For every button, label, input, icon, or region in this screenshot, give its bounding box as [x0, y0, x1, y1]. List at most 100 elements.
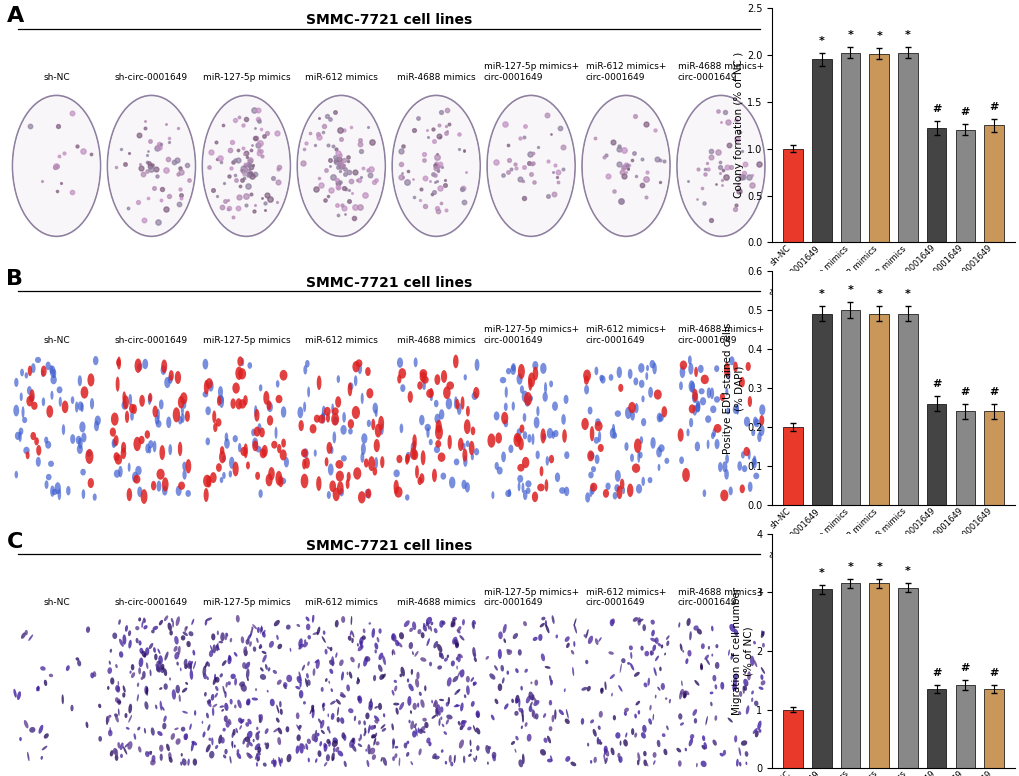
- Ellipse shape: [551, 615, 554, 624]
- Ellipse shape: [517, 475, 523, 483]
- Ellipse shape: [215, 677, 219, 683]
- Ellipse shape: [117, 356, 121, 369]
- Ellipse shape: [426, 389, 433, 398]
- Ellipse shape: [650, 437, 655, 449]
- Ellipse shape: [182, 462, 186, 471]
- Ellipse shape: [326, 491, 330, 499]
- Ellipse shape: [586, 686, 590, 691]
- Ellipse shape: [317, 750, 321, 757]
- Ellipse shape: [507, 445, 513, 453]
- Ellipse shape: [256, 762, 258, 767]
- Ellipse shape: [44, 437, 48, 444]
- Ellipse shape: [321, 412, 324, 419]
- Text: miR-127-5p mimics+
circ-0001649: miR-127-5p mimics+ circ-0001649: [483, 588, 578, 608]
- Ellipse shape: [611, 432, 616, 438]
- Ellipse shape: [153, 625, 158, 630]
- Ellipse shape: [566, 709, 569, 719]
- Ellipse shape: [649, 360, 654, 369]
- Ellipse shape: [642, 624, 645, 631]
- Ellipse shape: [543, 382, 546, 393]
- Ellipse shape: [460, 702, 464, 712]
- Ellipse shape: [440, 750, 443, 753]
- Ellipse shape: [492, 755, 495, 761]
- Ellipse shape: [235, 366, 243, 380]
- Ellipse shape: [464, 695, 466, 698]
- Ellipse shape: [514, 711, 518, 715]
- Ellipse shape: [472, 647, 475, 656]
- Ellipse shape: [637, 752, 640, 761]
- Ellipse shape: [237, 368, 246, 379]
- Ellipse shape: [610, 693, 612, 697]
- Ellipse shape: [637, 617, 641, 625]
- Ellipse shape: [144, 728, 146, 733]
- Ellipse shape: [503, 420, 507, 428]
- Ellipse shape: [343, 760, 346, 767]
- Ellipse shape: [108, 729, 112, 736]
- Ellipse shape: [297, 624, 300, 627]
- Ellipse shape: [258, 490, 263, 498]
- Ellipse shape: [660, 683, 664, 690]
- Ellipse shape: [487, 434, 495, 448]
- Ellipse shape: [415, 726, 417, 736]
- Ellipse shape: [391, 738, 394, 745]
- Ellipse shape: [605, 483, 610, 490]
- Ellipse shape: [336, 375, 339, 383]
- Ellipse shape: [206, 712, 209, 719]
- Ellipse shape: [168, 375, 172, 384]
- Ellipse shape: [656, 687, 660, 691]
- Ellipse shape: [759, 674, 763, 680]
- Ellipse shape: [603, 749, 608, 757]
- Ellipse shape: [664, 698, 666, 700]
- Ellipse shape: [600, 688, 603, 694]
- Ellipse shape: [752, 456, 755, 466]
- Ellipse shape: [524, 398, 530, 407]
- Ellipse shape: [486, 761, 488, 765]
- Ellipse shape: [127, 741, 132, 750]
- Ellipse shape: [346, 672, 348, 675]
- Ellipse shape: [31, 432, 36, 440]
- Ellipse shape: [620, 663, 622, 673]
- Ellipse shape: [130, 664, 135, 670]
- Ellipse shape: [17, 691, 21, 700]
- Ellipse shape: [143, 618, 145, 623]
- Ellipse shape: [454, 643, 459, 648]
- Ellipse shape: [185, 459, 192, 473]
- Ellipse shape: [433, 445, 439, 453]
- Ellipse shape: [446, 677, 451, 687]
- Ellipse shape: [434, 414, 440, 424]
- Ellipse shape: [135, 359, 142, 373]
- Ellipse shape: [727, 369, 730, 379]
- Ellipse shape: [82, 489, 86, 499]
- Ellipse shape: [470, 427, 475, 435]
- Ellipse shape: [220, 632, 224, 641]
- Text: A: A: [6, 6, 23, 26]
- Ellipse shape: [112, 440, 117, 447]
- Ellipse shape: [224, 432, 228, 442]
- Ellipse shape: [665, 640, 668, 646]
- Ellipse shape: [511, 741, 515, 745]
- Ellipse shape: [510, 365, 516, 375]
- Ellipse shape: [378, 664, 382, 672]
- Y-axis label: Migration of cell number
(% of NC): Migration of cell number (% of NC): [732, 587, 753, 715]
- Ellipse shape: [531, 711, 534, 717]
- Ellipse shape: [95, 415, 101, 425]
- Ellipse shape: [593, 437, 598, 444]
- Ellipse shape: [690, 382, 694, 393]
- Ellipse shape: [163, 668, 167, 676]
- Ellipse shape: [335, 653, 337, 658]
- Ellipse shape: [233, 705, 236, 708]
- Ellipse shape: [750, 698, 753, 702]
- Ellipse shape: [118, 708, 119, 716]
- Ellipse shape: [412, 450, 418, 460]
- Ellipse shape: [347, 428, 353, 435]
- Bar: [955, 130, 974, 242]
- Ellipse shape: [336, 717, 339, 722]
- Ellipse shape: [257, 731, 260, 735]
- Ellipse shape: [45, 480, 49, 489]
- Ellipse shape: [161, 359, 167, 373]
- Bar: [955, 411, 974, 505]
- Ellipse shape: [298, 725, 302, 729]
- Ellipse shape: [356, 679, 360, 684]
- Ellipse shape: [631, 728, 634, 735]
- Ellipse shape: [658, 667, 661, 671]
